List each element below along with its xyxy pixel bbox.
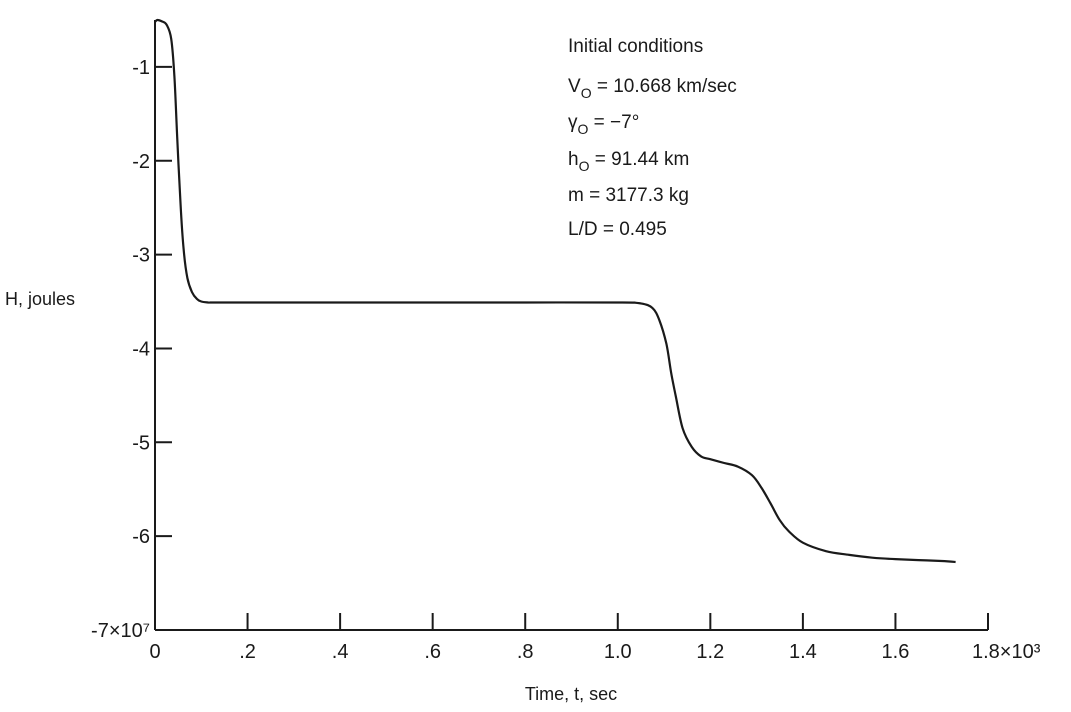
annotation-line-2: hO = 91.44 km xyxy=(568,149,689,174)
annotation-line-4: L/D = 0.495 xyxy=(568,219,667,240)
x-tick-label-6: 1.2 xyxy=(696,641,724,663)
x-tick-label-7: 1.4 xyxy=(789,641,817,663)
x-tick-label-5: 1.0 xyxy=(604,641,632,663)
annotation-line-0: VO = 10.668 km/sec xyxy=(568,76,737,101)
y-tick-label-0: -7×10⁷ xyxy=(91,620,150,642)
annotation-title: Initial conditions xyxy=(568,36,703,57)
x-axis-title: Time, t, sec xyxy=(525,684,617,704)
y-tick-label-3: -4 xyxy=(132,338,150,360)
x-tick-label-8: 1.6 xyxy=(882,641,910,663)
y-tick-label-5: -2 xyxy=(132,151,150,173)
x-tick-label-3: .6 xyxy=(424,641,441,663)
y-tick-label-6: -1 xyxy=(132,57,150,79)
y-axis-title: H, joules xyxy=(5,289,75,309)
initial-conditions-annotation: Initial conditions VO = 10.668 km/sec γO … xyxy=(568,36,737,240)
annotation-line-1: γO = −7° xyxy=(568,112,639,137)
y-axis: -7×10⁷ -6 -5 -4 -3 -2 -1 xyxy=(91,20,172,642)
series-line-0 xyxy=(154,18,956,564)
y-tick-label-2: -5 xyxy=(132,432,150,454)
x-tick-label-0: 0 xyxy=(149,641,160,663)
y-tick-label-1: -6 xyxy=(132,526,150,548)
x-tick-label-4: .8 xyxy=(517,641,534,663)
x-tick-label-2: .4 xyxy=(332,641,349,663)
y-tick-label-4: -3 xyxy=(132,245,150,267)
series-group xyxy=(154,18,956,564)
annotation-line-3: m = 3177.3 kg xyxy=(568,185,689,206)
x-tick-label-9: 1.8×10³ xyxy=(972,641,1041,663)
x-tick-label-1: .2 xyxy=(239,641,256,663)
x-axis: 0 .2 .4 .6 .8 1.0 1.2 1.4 1.6 1.8×10³ xyxy=(149,613,1041,663)
